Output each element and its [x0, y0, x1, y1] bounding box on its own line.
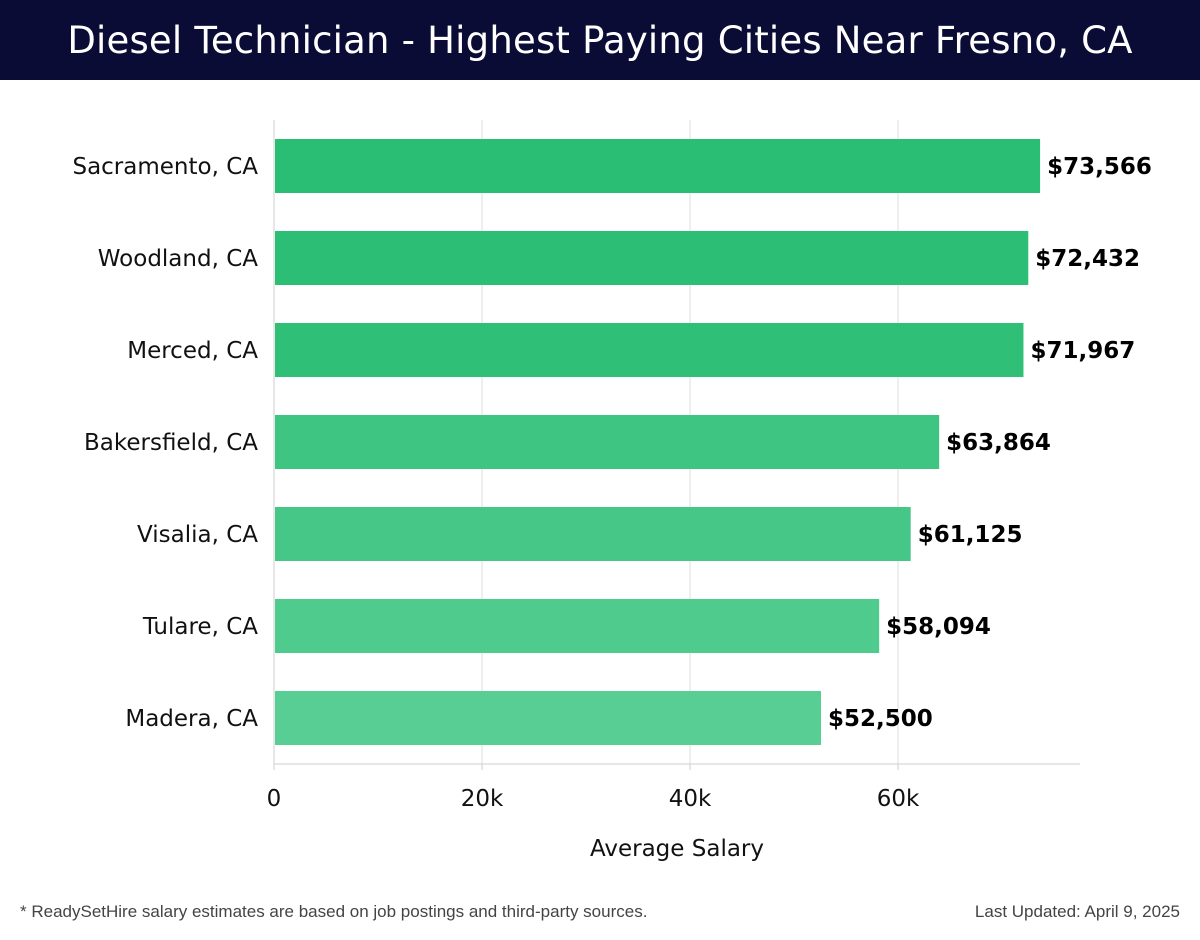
last-updated: Last Updated: April 9, 2025 — [974, 902, 1180, 921]
category-label: Tulare, CA — [142, 614, 258, 640]
bar — [275, 231, 1029, 285]
bar-chart: 0 20k 40k 60k Average Salary Sacramento, CA $7… — [72, 120, 1152, 862]
bar — [275, 691, 821, 745]
data-label: $73,566 — [1047, 154, 1152, 180]
x-tick-label: 60k — [877, 786, 920, 812]
data-label: $61,125 — [918, 522, 1023, 548]
data-label: $71,967 — [1030, 338, 1135, 364]
bar — [275, 139, 1041, 193]
category-label: Woodland, CA — [98, 246, 258, 272]
category-label: Sacramento, CA — [72, 154, 258, 180]
x-tick-label: 40k — [669, 786, 712, 812]
x-axis-title: Average Salary — [590, 836, 764, 862]
bar — [275, 507, 911, 561]
bar — [275, 415, 940, 469]
bar — [275, 599, 880, 653]
footnote: * ReadySetHire salary estimates are base… — [20, 902, 648, 921]
category-label: Madera, CA — [125, 706, 258, 732]
chart-header: Diesel Technician - Highest Paying Citie… — [0, 0, 1200, 80]
data-label: $63,864 — [946, 430, 1051, 456]
category-label: Merced, CA — [127, 338, 258, 364]
data-label: $58,094 — [886, 614, 991, 640]
bar — [275, 323, 1024, 377]
category-label: Visalia, CA — [137, 522, 258, 548]
data-label: $72,432 — [1035, 246, 1140, 272]
category-label: Bakersfield, CA — [84, 430, 258, 456]
x-tick-label: 0 — [267, 786, 282, 812]
data-label: $52,500 — [828, 706, 933, 732]
x-tick-label: 20k — [461, 786, 504, 812]
chart-title: Diesel Technician - Highest Paying Citie… — [67, 18, 1133, 62]
